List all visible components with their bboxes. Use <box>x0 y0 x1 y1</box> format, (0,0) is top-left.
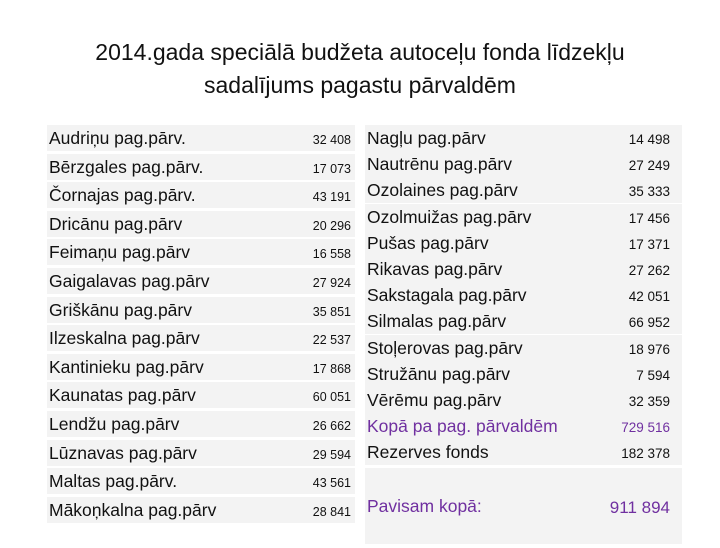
allocation-value: 27 262 <box>572 256 682 282</box>
allocation-value: 29 594 <box>239 439 355 466</box>
table-row: Maltas pag.pārv. 43 561 <box>47 468 355 495</box>
pagasts-name: Kaunatas pag.pārv <box>47 382 239 409</box>
allocation-value: 27 924 <box>239 268 355 294</box>
total-parvaldes-value: 729 516 <box>572 413 682 440</box>
allocation-value: 17 073 <box>239 153 355 180</box>
allocation-value: 35 333 <box>572 177 682 204</box>
allocation-value: 35 851 <box>239 296 355 323</box>
pagasts-name: Maltas pag.pārv. <box>47 468 239 495</box>
table-row: Pušas pag.pārv 17 371 <box>365 229 682 256</box>
allocation-value: 22 537 <box>239 325 355 352</box>
table-row: Dricānu pag.pārv 20 296 <box>47 210 355 237</box>
reserve-fund-value: 182 378 <box>572 439 682 466</box>
allocation-value: 14 498 <box>572 125 682 151</box>
allocation-value: 60 051 <box>239 382 355 409</box>
allocation-value: 18 976 <box>572 334 682 361</box>
table-row: Stoļerovas pag.pārv 18 976 <box>365 334 682 361</box>
table-row: Kopā pa pag. pārvaldēm 729 516 <box>365 413 682 440</box>
pagasts-name: Lūznavas pag.pārv <box>47 439 239 466</box>
table-row: Sakstagala pag.pārv 42 051 <box>365 282 682 309</box>
table-row: Griškānu pag.pārv 35 851 <box>47 296 355 323</box>
table-row: Lendžu pag.pārv 26 662 <box>47 411 355 437</box>
right-allocation-table: Nagļu pag.pārv 14 498 Nautrēnu pag.pārv 27 … <box>365 125 682 544</box>
pagasts-name: Silmalas pag.pārv <box>365 308 572 335</box>
pagasts-name: Pušas pag.pārv <box>365 229 572 256</box>
table-row: Vērēmu pag.pārv 32 359 <box>365 387 682 413</box>
pagasts-name: Bērzgales pag.pārv. <box>47 153 239 180</box>
allocation-value: 32 408 <box>239 125 355 151</box>
pagasts-name: Stružānu pag.pārv <box>365 360 572 387</box>
title-line-2: sadalījums pagastu pārvaldēm <box>204 72 516 98</box>
pagasts-name: Audriņu pag.pārv. <box>47 125 239 151</box>
allocation-value: 16 558 <box>239 239 355 266</box>
table-row: Rikavas pag.pārv 27 262 <box>365 256 682 282</box>
table-row: Audriņu pag.pārv. 32 408 <box>47 125 355 151</box>
table-row: Čornajas pag.pārv. 43 191 <box>47 182 355 209</box>
allocation-value: 32 359 <box>572 387 682 413</box>
allocation-value: 7 594 <box>572 360 682 387</box>
pagasts-name: Ozolaines pag.pārv <box>365 177 572 204</box>
table-row: Ozolaines pag.pārv 35 333 <box>365 177 682 204</box>
table-row: Rezerves fonds 182 378 <box>365 439 682 466</box>
pagasts-name: Ilzeskalna pag.pārv <box>47 325 239 352</box>
allocation-value: 42 051 <box>572 282 682 309</box>
pagasts-name: Sakstagala pag.pārv <box>365 282 572 309</box>
title-line-1: 2014.gada speciālā budžeta autoceļu fond… <box>95 39 625 65</box>
allocation-value: 17 371 <box>572 229 682 256</box>
reserve-fund-label: Rezerves fonds <box>365 439 572 466</box>
table-row: Pavisam kopā: 911 894 <box>365 467 682 544</box>
table-row: Feimaņu pag.pārv 16 558 <box>47 239 355 266</box>
table-row: Ilzeskalna pag.pārv 22 537 <box>47 325 355 352</box>
pagasts-name: Mākoņkalna pag.pārv <box>47 496 239 523</box>
pagasts-name: Feimaņu pag.pārv <box>47 239 239 266</box>
pagasts-name: Čornajas pag.pārv. <box>47 182 239 209</box>
table-row: Silmalas pag.pārv 66 952 <box>365 308 682 335</box>
allocation-value: 27 249 <box>572 151 682 178</box>
table-row: Mākoņkalna pag.pārv 28 841 <box>47 496 355 523</box>
table-row: Lūznavas pag.pārv 29 594 <box>47 439 355 466</box>
allocation-value: 28 841 <box>239 496 355 523</box>
table-row: Kaunatas pag.pārv 60 051 <box>47 382 355 409</box>
allocation-value: 66 952 <box>572 308 682 335</box>
pagasts-name: Stoļerovas pag.pārv <box>365 334 572 361</box>
allocation-value: 26 662 <box>239 411 355 437</box>
pagasts-name: Rikavas pag.pārv <box>365 256 572 282</box>
page-title: 2014.gada speciālā budžeta autoceļu fond… <box>0 36 720 102</box>
pagasts-name: Griškānu pag.pārv <box>47 296 239 323</box>
pagasts-name: Ozolmuižas pag.pārv <box>365 203 572 230</box>
table-row: Stružānu pag.pārv 7 594 <box>365 360 682 387</box>
pagasts-name: Vērēmu pag.pārv <box>365 387 572 413</box>
pagasts-name: Lendžu pag.pārv <box>47 411 239 437</box>
table-row: Ozolmuižas pag.pārv 17 456 <box>365 203 682 230</box>
allocation-value: 43 561 <box>239 468 355 495</box>
table-row: Kantinieku pag.pārv 17 868 <box>47 353 355 380</box>
pagasts-name: Nautrēnu pag.pārv <box>365 151 572 178</box>
allocation-value: 17 868 <box>239 353 355 380</box>
pagasts-name: Kantinieku pag.pārv <box>47 353 239 380</box>
allocation-value: 20 296 <box>239 210 355 237</box>
table-row: Gaigalavas pag.pārv 27 924 <box>47 268 355 294</box>
allocation-value: 17 456 <box>572 203 682 230</box>
left-allocation-table: Audriņu pag.pārv. 32 408 Bērzgales pag.pār… <box>47 125 355 523</box>
grand-total-value: 911 894 <box>572 467 682 544</box>
pagasts-name: Nagļu pag.pārv <box>365 125 572 151</box>
table-row: Nagļu pag.pārv 14 498 <box>365 125 682 151</box>
total-parvaldes-label: Kopā pa pag. pārvaldēm <box>365 413 572 440</box>
pagasts-name: Dricānu pag.pārv <box>47 210 239 237</box>
pagasts-name: Gaigalavas pag.pārv <box>47 268 239 294</box>
table-row: Nautrēnu pag.pārv 27 249 <box>365 151 682 178</box>
allocation-value: 43 191 <box>239 182 355 209</box>
grand-total-label: Pavisam kopā: <box>365 467 572 544</box>
table-row: Bērzgales pag.pārv. 17 073 <box>47 153 355 180</box>
